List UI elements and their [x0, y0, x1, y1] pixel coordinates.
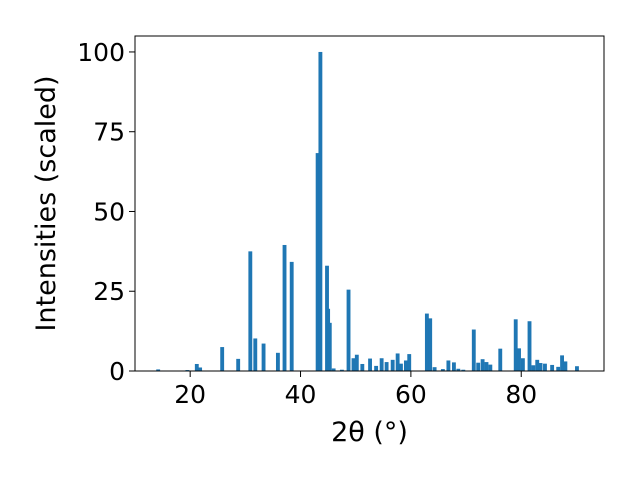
bar — [428, 318, 433, 371]
bar — [395, 353, 400, 371]
bar — [282, 244, 287, 371]
bar — [374, 365, 379, 371]
bar — [318, 51, 323, 371]
y-tick-label: 75 — [93, 118, 125, 147]
bar — [346, 289, 351, 371]
bar — [390, 359, 395, 371]
bar — [488, 364, 493, 371]
bar — [384, 362, 389, 371]
bar — [315, 153, 320, 371]
bar — [446, 360, 451, 371]
bar — [379, 358, 384, 371]
bar — [220, 347, 225, 371]
bar — [471, 329, 476, 371]
bar — [194, 363, 199, 371]
x-tick-label: 20 — [174, 380, 206, 409]
bar — [331, 368, 336, 371]
bar — [399, 363, 403, 371]
bar — [543, 363, 547, 371]
bar — [531, 365, 536, 371]
x-tick-label: 40 — [285, 380, 317, 409]
bar — [480, 359, 485, 371]
bar — [403, 360, 408, 371]
bar — [339, 369, 344, 371]
bar — [407, 354, 412, 371]
bars-group — [156, 51, 579, 371]
y-tick-label: 100 — [77, 38, 125, 67]
bar — [451, 362, 456, 371]
bar — [520, 358, 525, 371]
bar — [476, 362, 481, 371]
y-tick-label: 25 — [93, 277, 125, 306]
bar — [248, 251, 253, 371]
bar — [351, 358, 356, 371]
bar — [513, 319, 518, 371]
plot-frame — [134, 35, 605, 372]
bar — [360, 363, 365, 371]
bar — [327, 322, 332, 371]
bar — [261, 343, 266, 371]
bar — [538, 363, 543, 371]
bar — [575, 366, 579, 371]
bar — [440, 369, 445, 371]
bar — [198, 367, 203, 371]
bar — [527, 321, 532, 371]
y-axis-ticks: 0 25 50 75 100 — [77, 38, 135, 386]
bar — [498, 348, 503, 371]
x-tick-label: 80 — [505, 380, 537, 409]
bar — [550, 364, 555, 371]
bar — [156, 369, 161, 371]
bar — [535, 359, 540, 371]
bar — [275, 352, 280, 371]
y-axis-label: Intensities (scaled) — [31, 75, 62, 331]
bar — [253, 338, 258, 371]
y-tick-label: 0 — [109, 357, 125, 386]
bar — [236, 358, 241, 371]
x-axis-ticks: 20 40 60 80 — [174, 371, 537, 409]
bar — [424, 313, 429, 371]
bar — [560, 355, 564, 371]
bar — [432, 367, 437, 371]
bar — [461, 369, 466, 371]
bar — [484, 362, 489, 371]
x-tick-label: 60 — [395, 380, 427, 409]
bar — [289, 261, 294, 371]
bar — [456, 368, 461, 371]
y-tick-label: 50 — [93, 197, 125, 226]
bar — [368, 358, 372, 371]
bar — [517, 348, 521, 371]
x-axis-label: 2θ (°) — [331, 417, 408, 448]
bar — [563, 361, 568, 371]
bar — [556, 366, 561, 371]
bar — [354, 354, 359, 371]
